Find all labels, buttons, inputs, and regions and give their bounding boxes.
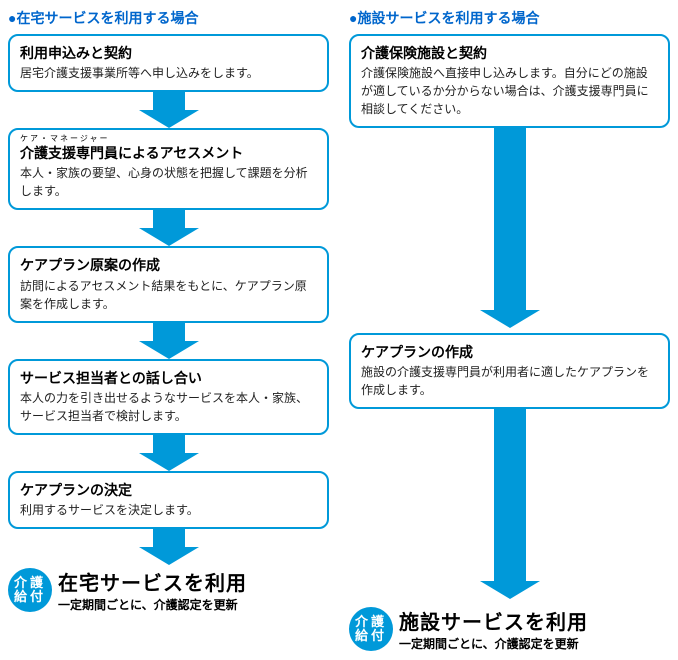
box-title: ケアプランの作成 bbox=[361, 343, 658, 361]
right-conclusion: 介護給付 施設サービスを利用 一定期間ごとに、介護認定を更新 bbox=[349, 606, 670, 652]
right-box-1: ケアプランの作成 施設の介護支援専門員が利用者に適したケアプランを作成します。 bbox=[349, 333, 670, 409]
box-desc: 訪問によるアセスメント結果をもとに、ケアプラン原案を作成します。 bbox=[20, 277, 317, 313]
badge-text: 介護給付 bbox=[14, 576, 46, 605]
left-box-4: ケアプランの決定 利用するサービスを決定します。 bbox=[8, 471, 329, 529]
box-desc: 本人・家族の要望、心身の状態を把握して課題を分析します。 bbox=[20, 164, 317, 200]
left-box-3: サービス担当者との話し合い 本人の力を引き出せるようなサービスを本人・家族、サー… bbox=[8, 359, 329, 435]
box-desc: 利用するサービスを決定します。 bbox=[20, 501, 317, 519]
box-title: ケア・マネージャー 介護支援専門員 によるアセスメント bbox=[20, 144, 317, 162]
badge-circle: 介護給付 bbox=[349, 607, 393, 651]
right-column: ●施設サービスを利用する場合 介護保険施設と契約 介護保険施設へ直接申し込みしま… bbox=[349, 8, 670, 652]
box-title: ケアプラン原案の作成 bbox=[20, 256, 317, 274]
box-desc: 居宅介護支援事業所等へ申し込みをします。 bbox=[20, 64, 317, 82]
ruby-base: 介護支援専門員 bbox=[20, 145, 118, 161]
box-title: 介護保険施設と契約 bbox=[361, 44, 658, 62]
conclusion-title: 施設サービスを利用 bbox=[399, 606, 588, 635]
arrow-down-icon bbox=[139, 210, 199, 246]
left-conclusion: 介護給付 在宅サービスを利用 一定期間ごとに、介護認定を更新 bbox=[8, 567, 329, 613]
right-heading: ●施設サービスを利用する場合 bbox=[349, 8, 670, 28]
box-title: 利用申込みと契約 bbox=[20, 44, 317, 62]
conclusion-sub: 一定期間ごとに、介護認定を更新 bbox=[58, 596, 247, 613]
arrow-down-icon bbox=[139, 529, 199, 565]
badge-circle: 介護給付 bbox=[8, 568, 52, 612]
arrow-down-long-icon bbox=[480, 409, 540, 604]
left-box-1: ケア・マネージャー 介護支援専門員 によるアセスメント 本人・家族の要望、心身の… bbox=[8, 128, 329, 210]
conclusion-text: 施設サービスを利用 一定期間ごとに、介護認定を更新 bbox=[399, 606, 588, 652]
arrow-down-icon bbox=[139, 435, 199, 471]
title-post: によるアセスメント bbox=[118, 145, 243, 161]
left-box-2: ケアプラン原案の作成 訪問によるアセスメント結果をもとに、ケアプラン原案を作成し… bbox=[8, 246, 329, 322]
ruby-text: ケア・マネージャー bbox=[20, 134, 109, 144]
left-heading: ●在宅サービスを利用する場合 bbox=[8, 8, 329, 28]
badge-text: 介護給付 bbox=[355, 615, 387, 644]
left-box-0: 利用申込みと契約 居宅介護支援事業所等へ申し込みをします。 bbox=[8, 34, 329, 92]
conclusion-sub: 一定期間ごとに、介護認定を更新 bbox=[399, 635, 588, 652]
left-column: ●在宅サービスを利用する場合 利用申込みと契約 居宅介護支援事業所等へ申し込みを… bbox=[8, 8, 329, 652]
box-desc: 介護保険施設へ直接申し込みします。自分にどの施設が適しているか分からない場合は、… bbox=[361, 64, 658, 118]
flow-container: ●在宅サービスを利用する場合 利用申込みと契約 居宅介護支援事業所等へ申し込みを… bbox=[8, 8, 670, 652]
right-box-0: 介護保険施設と契約 介護保険施設へ直接申し込みします。自分にどの施設が適している… bbox=[349, 34, 670, 128]
box-desc: 本人の力を引き出せるようなサービスを本人・家族、サービス担当者で検討します。 bbox=[20, 389, 317, 425]
conclusion-text: 在宅サービスを利用 一定期間ごとに、介護認定を更新 bbox=[58, 567, 247, 613]
arrow-down-long-icon bbox=[480, 128, 540, 333]
arrow-down-icon bbox=[139, 92, 199, 128]
box-title: サービス担当者との話し合い bbox=[20, 369, 317, 387]
conclusion-title: 在宅サービスを利用 bbox=[58, 567, 247, 596]
arrow-down-icon bbox=[139, 323, 199, 359]
box-desc: 施設の介護支援専門員が利用者に適したケアプランを作成します。 bbox=[361, 363, 658, 399]
box-title: ケアプランの決定 bbox=[20, 481, 317, 499]
